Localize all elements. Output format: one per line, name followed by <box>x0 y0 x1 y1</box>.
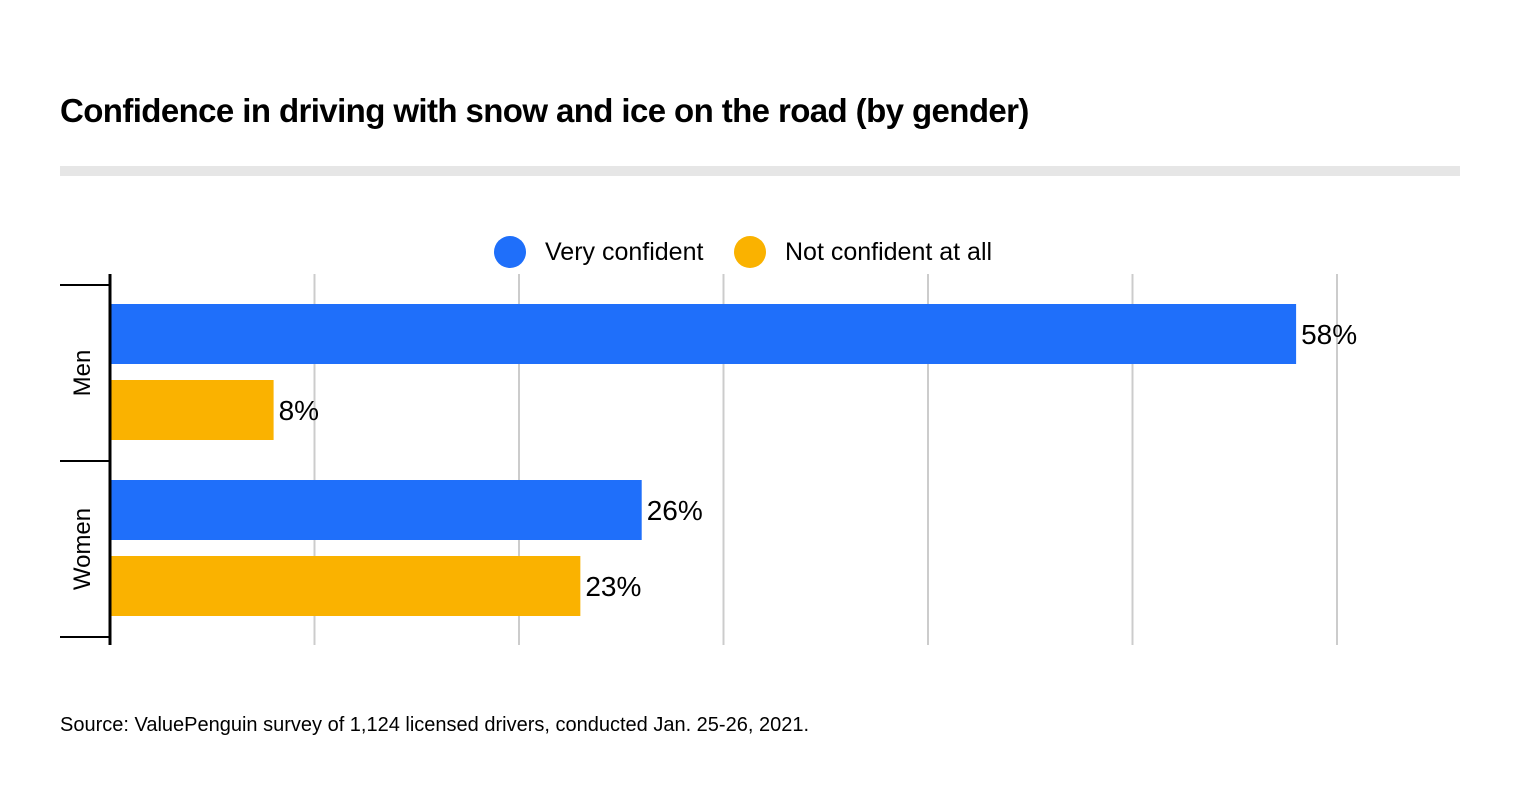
data-label: 23% <box>585 571 641 602</box>
bar <box>110 480 642 540</box>
category-label: Women <box>69 508 96 590</box>
title-divider <box>60 166 1460 176</box>
legend-label-very-confident: Very confident <box>545 237 704 266</box>
data-label: 26% <box>647 495 703 526</box>
bar <box>110 304 1297 364</box>
legend: Very confident Not confident at all <box>0 232 1520 272</box>
bar <box>110 556 581 616</box>
data-label: 58% <box>1301 319 1357 350</box>
bar <box>110 380 274 440</box>
legend-swatch-very-confident <box>494 236 526 268</box>
legend-item-very-confident: Very confident <box>494 232 703 272</box>
legend-item-not-confident: Not confident at all <box>734 232 992 272</box>
category-label: Men <box>69 350 96 397</box>
legend-label-not-confident: Not confident at all <box>785 237 993 266</box>
source-note: Source: ValuePenguin survey of 1,124 lic… <box>60 714 809 736</box>
chart-title: Confidence in driving with snow and ice … <box>60 92 1029 129</box>
data-label: 8% <box>279 395 319 426</box>
legend-swatch-not-confident <box>734 236 766 268</box>
